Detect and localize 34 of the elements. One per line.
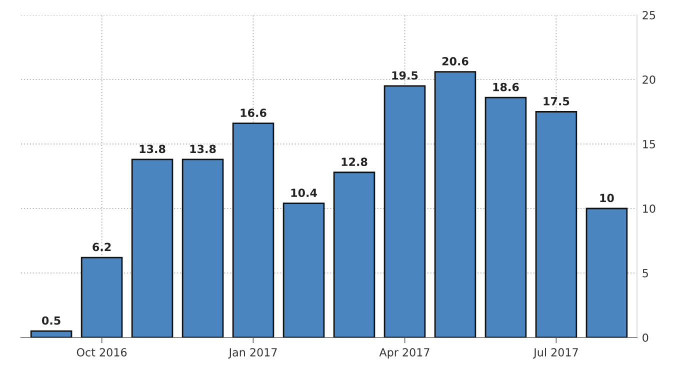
bar: [131, 158, 174, 338]
y-tick-label: 25: [642, 10, 656, 20]
x-tick-label: Jul 2017: [533, 348, 578, 359]
bar: [434, 71, 476, 338]
bar: [182, 158, 224, 338]
y-tick-label: 15: [643, 140, 656, 148]
x-tick-label: Apr 2017: [379, 348, 430, 359]
bar: [282, 202, 325, 338]
y-tick-label: 10: [643, 204, 656, 213]
data-label: 13.8: [140, 144, 166, 154]
data-label: 10: [600, 194, 614, 202]
data-label: 0.5: [42, 316, 60, 325]
bar: [586, 208, 628, 338]
data-label: 18.6: [493, 82, 519, 92]
data-label: 16.6: [240, 108, 266, 118]
data-label: 13.8: [190, 144, 216, 154]
bar: [535, 111, 578, 338]
x-tick-label: Jan 2017: [228, 348, 277, 359]
y-tick-label: 20: [642, 75, 656, 84]
data-label: 19.5: [392, 71, 418, 80]
bar: [30, 330, 72, 338]
bar: [232, 122, 274, 338]
y-tick-label: 5: [642, 269, 648, 278]
bar: [484, 96, 527, 338]
data-label: 20.6: [442, 57, 468, 66]
bar: [333, 172, 376, 338]
data-label: 17.5: [544, 97, 570, 106]
bar: [80, 256, 123, 338]
y-tick-label: 0: [642, 333, 648, 342]
data-label: 10.4: [291, 188, 317, 198]
data-label: 6.2: [92, 242, 111, 252]
bar: [384, 85, 426, 338]
x-tick-label: Oct 2016: [76, 348, 127, 357]
data-label: 12.8: [342, 158, 368, 166]
